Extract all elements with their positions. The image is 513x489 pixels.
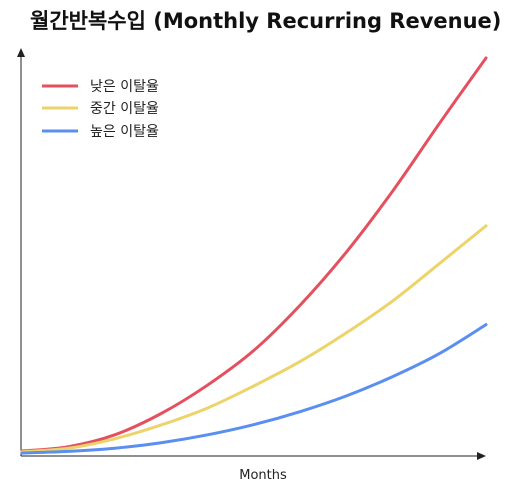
legend-label-high: 높은 이탈율 [90,124,159,140]
legend-label-medium: 중간 이탈율 [90,101,159,117]
series-line-low-churn [20,56,488,453]
x-axis-label: Months [239,468,287,483]
series-line-medium-churn [20,224,488,454]
axes [17,48,486,460]
y-axis-arrow [17,48,25,57]
chart-title: 월간반복수입 (Monthly Recurring Revenue) [30,9,501,33]
series-line-high-churn [20,323,488,455]
legend: 낮은 이탈율 중간 이탈율 높은 이탈율 [42,79,159,140]
x-axis-arrow [477,452,486,460]
legend-label-low: 낮은 이탈율 [90,79,159,95]
series-layer [20,56,488,455]
